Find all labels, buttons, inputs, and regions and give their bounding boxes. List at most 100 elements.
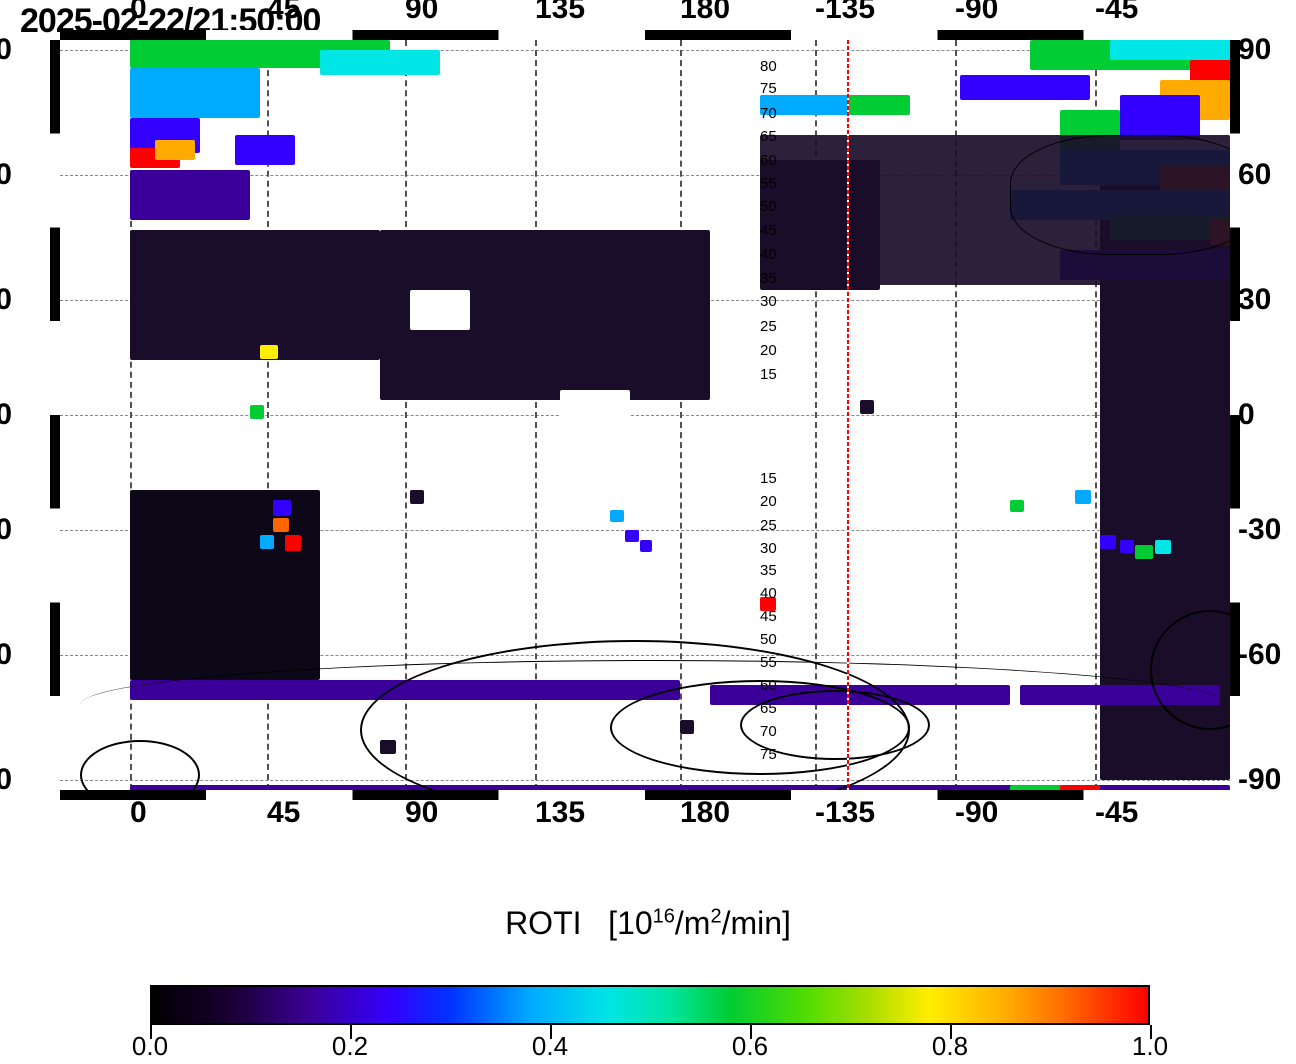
roti-point-pacific-2[interactable]	[625, 530, 639, 542]
colorbar-labels: 0.0 0.2 0.4 0.6 0.8 1.0	[150, 1031, 1150, 1061]
mag-lat-label-40b: 40	[760, 585, 777, 602]
mag-lat-label-20: 20	[760, 342, 777, 359]
right-tick--90: -90	[1238, 763, 1281, 797]
left-tick--60: -60	[0, 638, 12, 672]
mag-lat-label-80: 80	[760, 58, 777, 75]
roti-arctic-blue-canada[interactable]	[960, 75, 1090, 100]
bottom-tick-135: 135	[535, 796, 585, 830]
right-tick-60: 60	[1238, 158, 1271, 192]
top-tick--135: -135	[815, 0, 875, 26]
roti-station-dot[interactable]	[410, 490, 424, 504]
bottom-tick--45: -45	[1095, 796, 1138, 830]
roti-band-antarctic-red[interactable]	[1060, 785, 1100, 790]
left-tick-0: 0	[0, 398, 12, 432]
mag-lat-label-50: 50	[760, 198, 777, 215]
auroral-oval-small	[80, 740, 200, 790]
left-tick--30: -30	[0, 513, 12, 547]
map-container: 0 45 90 135 180 -135 -90 -45 0 45 90 135…	[60, 40, 1230, 790]
mag-lat-label-65: 65	[760, 128, 777, 145]
colorbar-gradient[interactable]	[150, 985, 1150, 1025]
antarctic-coastline	[80, 660, 1230, 750]
roti-arctic-blue-3[interactable]	[235, 135, 295, 165]
mag-lat-label-35b: 35	[760, 562, 777, 579]
map-canvas[interactable]: 80 75 70 65 60 55 50 45 40 35 30 25 20 1…	[60, 40, 1230, 790]
mag-lat-label-15: 15	[760, 366, 777, 383]
top-tick-90: 90	[405, 0, 438, 26]
roti-arctic-blue-1[interactable]	[130, 68, 260, 118]
roti-station-dot[interactable]	[520, 300, 534, 312]
top-axis-strip	[60, 30, 1230, 40]
legend-title-text: ROTI [1016/m2/min]	[505, 905, 791, 941]
roti-arctic-blue-russia[interactable]	[1120, 95, 1200, 140]
roti-point-mid-africa[interactable]	[250, 405, 264, 419]
roti-station-dot[interactable]	[490, 250, 506, 264]
mag-lat-label-60b: 60	[760, 677, 777, 694]
mag-lat-label-35: 35	[760, 270, 777, 287]
roti-landmass-europe[interactable]	[130, 230, 380, 360]
roti-point-blue-equator-1[interactable]	[273, 500, 291, 516]
right-tick-0: 0	[1238, 398, 1255, 432]
legend-title-container: ROTI [1016/m2/min]	[0, 905, 1296, 942]
top-tick-180: 180	[680, 0, 730, 26]
left-tick--90: -90	[0, 763, 12, 797]
roti-point-orange-equator[interactable]	[273, 518, 289, 532]
bottom-tick-90: 90	[405, 796, 438, 830]
mag-lat-label-60: 60	[760, 152, 777, 169]
roti-point-australia-blue-top[interactable]	[1075, 490, 1091, 504]
left-tick-60: 60	[0, 158, 12, 192]
top-tick-135: 135	[535, 0, 585, 26]
mag-lat-label-55: 55	[760, 175, 777, 192]
top-tick--45: -45	[1095, 0, 1138, 26]
roti-point-australia-cyan[interactable]	[1155, 540, 1171, 554]
roti-station-dot[interactable]	[860, 400, 874, 414]
mag-lat-label-30: 30	[760, 293, 777, 310]
right-tick-30: 30	[1238, 283, 1271, 317]
roti-landmass-africa[interactable]	[130, 490, 320, 680]
mag-lat-label-70b: 70	[760, 723, 777, 740]
roti-point-pacific-3[interactable]	[640, 540, 652, 552]
mag-lat-label-70: 70	[760, 105, 777, 122]
left-tick-90: 90	[0, 33, 12, 67]
mag-lat-label-40: 40	[760, 246, 777, 263]
mag-lat-label-45b: 45	[760, 608, 777, 625]
mag-lat-label-50b: 50	[760, 631, 777, 648]
bottom-tick--135: -135	[815, 796, 875, 830]
mag-lat-label-15b: 15	[760, 470, 777, 487]
roti-arctic-cyan-russia[interactable]	[1110, 40, 1230, 60]
cb-label-0: 0.0	[132, 1031, 168, 1062]
mag-lat-label-65b: 65	[760, 700, 777, 717]
data-gap-patch	[560, 390, 630, 420]
roti-point-cyan-equator-1[interactable]	[260, 535, 274, 549]
bottom-tick-45: 45	[267, 796, 300, 830]
bottom-tick-0: 0	[130, 796, 147, 830]
roti-point-high-1[interactable]	[260, 345, 278, 359]
roti-point-pacific-1[interactable]	[610, 510, 624, 522]
mag-lat-label-75: 75	[760, 80, 777, 97]
mag-lat-label-20b: 20	[760, 493, 777, 510]
roti-point-australia-1[interactable]	[1100, 535, 1116, 549]
mag-lat-label-55b: 55	[760, 654, 777, 671]
roti-station-dot[interactable]	[580, 340, 596, 354]
right-tick-90: 90	[1238, 33, 1271, 67]
mag-lat-label-75b: 75	[760, 746, 777, 763]
cb-label-08: 0.8	[932, 1031, 968, 1062]
left-tick-30: 30	[0, 283, 12, 317]
top-tick--90: -90	[955, 0, 998, 26]
top-tick-0: 0	[130, 0, 147, 26]
colorbar-container[interactable]: 0.0 0.2 0.4 0.6 0.8 1.0	[150, 985, 1150, 1031]
roti-arctic-orange[interactable]	[155, 140, 195, 160]
mag-lat-label-25: 25	[760, 318, 777, 335]
roti-point-australia-2[interactable]	[1120, 540, 1134, 553]
cb-label-04: 0.4	[532, 1031, 568, 1062]
roti-arctic-cyan[interactable]	[320, 50, 440, 75]
roti-arctic-green-canada[interactable]	[850, 95, 910, 115]
cb-label-06: 0.6	[732, 1031, 768, 1062]
roti-station-dot[interactable]	[660, 340, 676, 354]
bottom-tick-180: 180	[680, 796, 730, 830]
bottom-tick--90: -90	[955, 796, 998, 830]
roti-arctic-purple-1[interactable]	[130, 170, 250, 220]
roti-point-pacific-4[interactable]	[1010, 500, 1024, 512]
roti-point-australia-green[interactable]	[1135, 545, 1153, 559]
mag-lat-label-30b: 30	[760, 540, 777, 557]
roti-point-red-equator[interactable]	[285, 535, 301, 551]
